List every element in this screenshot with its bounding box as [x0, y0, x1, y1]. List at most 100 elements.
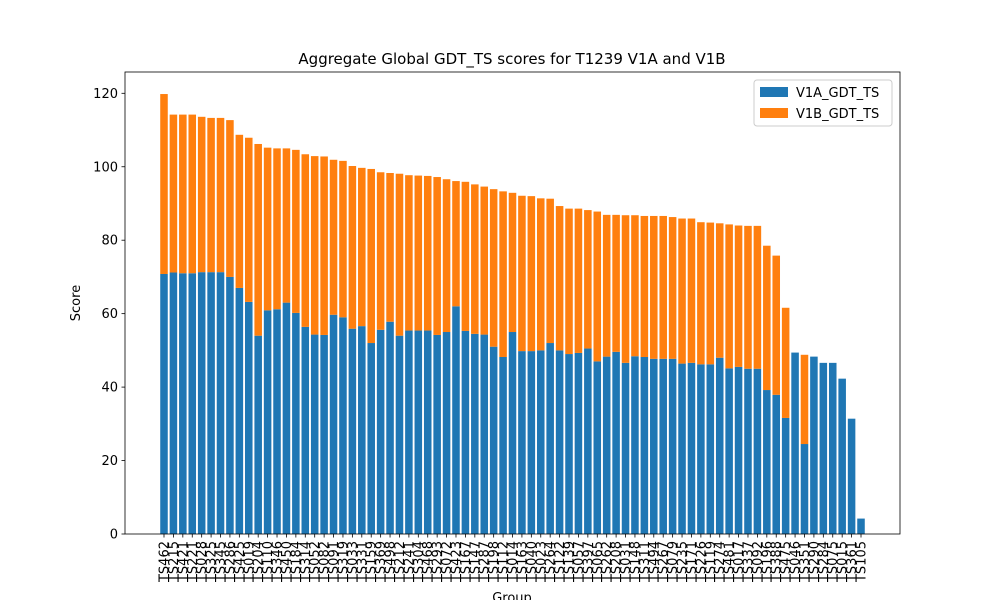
- bar-segment: [753, 225, 762, 369]
- bar-segment: [310, 156, 319, 335]
- x-axis-label: Group: [492, 591, 532, 600]
- bar-segment: [254, 143, 262, 336]
- bar-segment: [160, 273, 168, 534]
- x-tick-label: TS046: [789, 541, 804, 583]
- bar-segment: [358, 326, 366, 534]
- x-tick-label: TS204: [252, 541, 267, 583]
- bar-segment: [339, 317, 347, 534]
- legend-label: V1B_GDT_TS: [796, 107, 879, 122]
- x-tick-label: TS319: [336, 541, 351, 583]
- bar-segment: [687, 362, 696, 534]
- bar-segment: [414, 175, 423, 331]
- bar-segment: [386, 321, 394, 534]
- y-tick-label: 80: [101, 234, 118, 249]
- bar-segment: [650, 215, 658, 359]
- bar-segment: [339, 160, 347, 318]
- bar-segment: [536, 198, 545, 351]
- x-tick-label: TS139: [563, 541, 578, 583]
- x-tick-label: TS235: [676, 541, 691, 583]
- bar-segment: [320, 156, 328, 335]
- bar-segment: [659, 215, 667, 359]
- x-tick-label: TS163: [515, 541, 530, 583]
- bar-segment: [574, 352, 583, 534]
- bar-segment: [612, 214, 620, 352]
- bar-segment: [706, 222, 715, 365]
- bar-segment: [536, 350, 545, 534]
- bar-segment: [659, 358, 667, 534]
- bar-segment: [282, 148, 291, 303]
- bar-segment: [329, 314, 338, 534]
- bar-segment: [216, 117, 225, 273]
- x-tick-label: TS337: [741, 541, 756, 583]
- bar-segment: [179, 273, 187, 534]
- bar-segment: [461, 330, 470, 534]
- bar-segment: [565, 354, 573, 534]
- x-tick-label: TS040: [525, 541, 540, 583]
- x-tick-label: TS345: [214, 541, 229, 583]
- y-axis-label: Score: [69, 285, 84, 321]
- x-tick-label: TS221: [186, 541, 201, 583]
- bar-segment: [310, 334, 319, 534]
- bar-segment: [715, 223, 724, 358]
- bar-segment: [631, 356, 639, 534]
- legend-label: V1A_GDT_TS: [796, 86, 879, 101]
- bar-segment: [480, 334, 489, 534]
- x-tick-label: TS184: [289, 541, 304, 583]
- bar-segment: [621, 362, 630, 534]
- x-tick-label: TS075: [826, 541, 841, 583]
- x-tick-label: TS215: [167, 541, 182, 583]
- bar-segment: [358, 167, 366, 327]
- x-tick-label: TS475: [779, 541, 794, 583]
- bar-segment: [348, 166, 357, 329]
- bar-segment: [753, 368, 762, 534]
- x-tick-label: TS198: [487, 541, 502, 583]
- bar-segment: [744, 368, 752, 534]
- bar-segment: [273, 309, 281, 534]
- bar-segment: [367, 168, 375, 344]
- x-tick-label: TS092: [751, 541, 766, 583]
- bar-segment: [244, 137, 253, 302]
- x-tick-label: TS057: [572, 541, 587, 583]
- bar-segment: [263, 147, 272, 311]
- bar-segment: [697, 364, 705, 534]
- bar-segment: [668, 358, 677, 534]
- x-tick-label: TS031: [619, 541, 634, 583]
- x-tick-label: TS119: [704, 541, 719, 583]
- bar-segment: [612, 351, 620, 534]
- x-tick-label: TS014: [506, 541, 521, 583]
- y-tick-label: 40: [101, 381, 118, 396]
- bar-segment: [405, 175, 413, 331]
- bar-segment: [763, 245, 771, 391]
- bar-segment: [800, 444, 809, 534]
- x-tick-label: TS304: [412, 541, 427, 583]
- x-tick-label: TS262: [600, 541, 615, 583]
- x-tick-label: TS293: [431, 541, 446, 583]
- bar-segment: [197, 116, 206, 273]
- bar-segment: [226, 120, 234, 277]
- bar-segment: [226, 276, 234, 534]
- bar-segment: [838, 378, 846, 534]
- bar-segment: [791, 352, 799, 534]
- x-tick-label: TS494: [647, 541, 662, 583]
- bar-segment: [301, 154, 310, 327]
- x-tick-label: TS091: [327, 541, 342, 583]
- bar-segment: [254, 335, 262, 534]
- bar-segment: [800, 354, 809, 445]
- x-tick-label: TS351: [798, 541, 813, 583]
- x-tick-label: TS290: [807, 541, 822, 583]
- bar-segment: [207, 272, 215, 534]
- bar-segment: [772, 255, 781, 395]
- x-tick-label: TS079: [666, 541, 681, 583]
- chart-title: Aggregate Global GDT_TS scores for T1239…: [298, 50, 725, 69]
- x-tick-label: TS425: [233, 541, 248, 583]
- y-tick-label: 100: [93, 160, 118, 175]
- bar-segment: [433, 177, 441, 335]
- bar-segment: [160, 94, 168, 274]
- bar-segment: [518, 351, 526, 534]
- x-tick-label: TS481: [723, 541, 738, 583]
- bar-segment: [546, 198, 554, 344]
- x-tick-label: TS462: [157, 541, 172, 583]
- bar-segment: [273, 148, 281, 310]
- bar-segment: [527, 196, 536, 352]
